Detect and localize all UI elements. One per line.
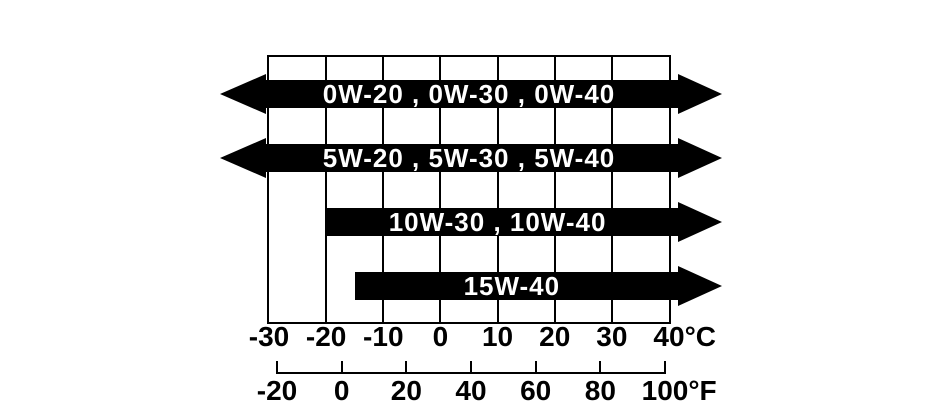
left-arrowhead-icon — [220, 74, 266, 114]
f-axis-tick-label: 80 — [584, 375, 616, 406]
viscosity-bar — [326, 208, 678, 236]
c-axis-tick-label: -10 — [363, 321, 404, 352]
viscosity-bar — [266, 144, 678, 172]
f-axis-tick — [340, 361, 343, 374]
c-axis-tick-label: -20 — [305, 321, 347, 352]
gridline — [325, 57, 328, 322]
gridline — [439, 57, 442, 322]
c-axis-tick-label: 0 — [432, 321, 449, 352]
c-axis-tick-label: 40 °C — [653, 321, 716, 352]
gridline — [553, 57, 556, 322]
c-axis-tick-label: 20 — [539, 321, 571, 352]
gridline — [610, 57, 613, 322]
c-axis-unit: °C — [684, 321, 716, 352]
right-arrowhead-icon — [678, 266, 722, 306]
f-axis-tick-label: 20 — [390, 375, 422, 406]
f-axis-tick — [405, 361, 408, 374]
f-axis-tick — [664, 361, 666, 374]
right-arrowhead-icon — [678, 138, 722, 178]
f-axis-tick-label: -20 — [256, 375, 298, 406]
f-axis-tick-label: 100 °F — [641, 375, 717, 406]
viscosity-bar-label: 15W-40 — [463, 270, 561, 301]
f-axis-tick — [470, 361, 472, 374]
left-arrowhead-icon — [220, 138, 266, 178]
f-axis-tick — [599, 361, 602, 374]
f-axis-tick-label: 40 — [455, 375, 487, 406]
viscosity-bar — [266, 80, 678, 108]
right-arrowhead-icon — [678, 202, 722, 242]
viscosity-bar — [354, 272, 678, 300]
c-axis-tick-label: 10 — [481, 321, 514, 352]
c-axis-tick-label: 30 — [596, 321, 628, 352]
f-axis-unit: °F — [688, 375, 717, 406]
chart-grid — [267, 55, 671, 324]
f-axis-tick — [534, 361, 537, 374]
gridline — [496, 57, 499, 322]
gridline — [382, 57, 385, 322]
f-axis-tick-label: 0 — [333, 375, 350, 406]
f-axis-tick — [276, 361, 278, 374]
viscosity-bar-label: 5W-20 , 5W-30 , 5W-40 — [322, 142, 616, 173]
viscosity-bar-label: 10W-30 , 10W-40 — [388, 206, 607, 237]
viscosity-bar-label: 0W-20 , 0W-30 , 0W-40 — [322, 78, 616, 109]
f-axis-tick-label: 60 — [520, 375, 552, 406]
c-axis-tick-label: -30 — [248, 321, 290, 352]
right-arrowhead-icon — [678, 74, 722, 114]
